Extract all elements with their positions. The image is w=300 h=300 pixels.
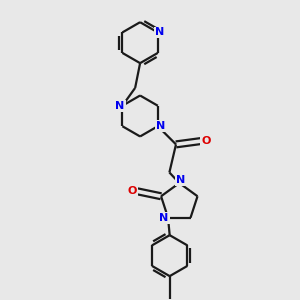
Text: N: N	[116, 101, 125, 111]
Text: O: O	[201, 136, 210, 146]
Text: N: N	[155, 27, 164, 38]
Text: N: N	[155, 121, 165, 131]
Text: O: O	[128, 186, 137, 196]
Text: N: N	[176, 176, 186, 185]
Text: N: N	[159, 213, 169, 223]
